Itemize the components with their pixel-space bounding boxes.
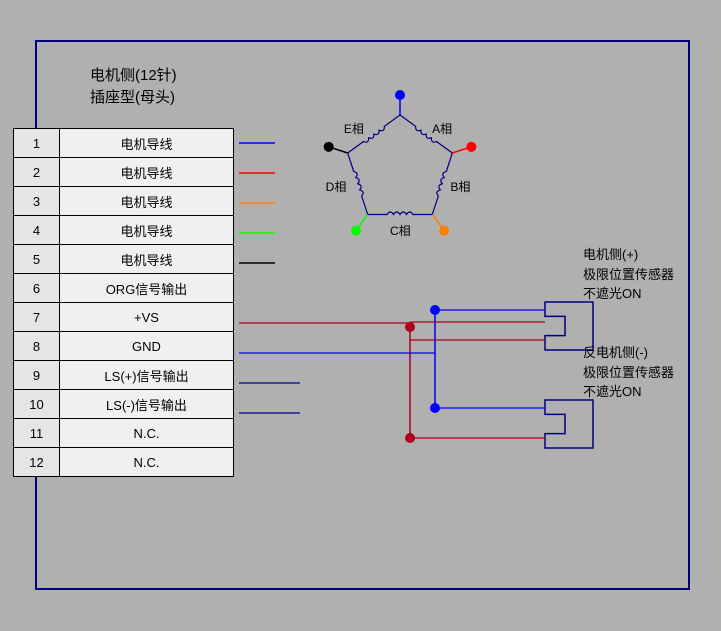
sensor-plus-line1: 电机侧(+) bbox=[583, 245, 674, 265]
sensor-minus-line2: 极限位置传感器 bbox=[583, 363, 674, 383]
sensor-minus-line1: 反电机侧(-) bbox=[583, 343, 674, 363]
sensor-minus-label: 反电机侧(-) 极限位置传感器 不遮光ON bbox=[583, 343, 674, 402]
sensor-wiring bbox=[0, 0, 721, 631]
sensor-plus-label: 电机侧(+) 极限位置传感器 不遮光ON bbox=[583, 245, 674, 304]
sensor-plus-line3: 不遮光ON bbox=[583, 284, 674, 304]
sensor-plus-line2: 极限位置传感器 bbox=[583, 265, 674, 285]
sensor-minus-line3: 不遮光ON bbox=[583, 382, 674, 402]
